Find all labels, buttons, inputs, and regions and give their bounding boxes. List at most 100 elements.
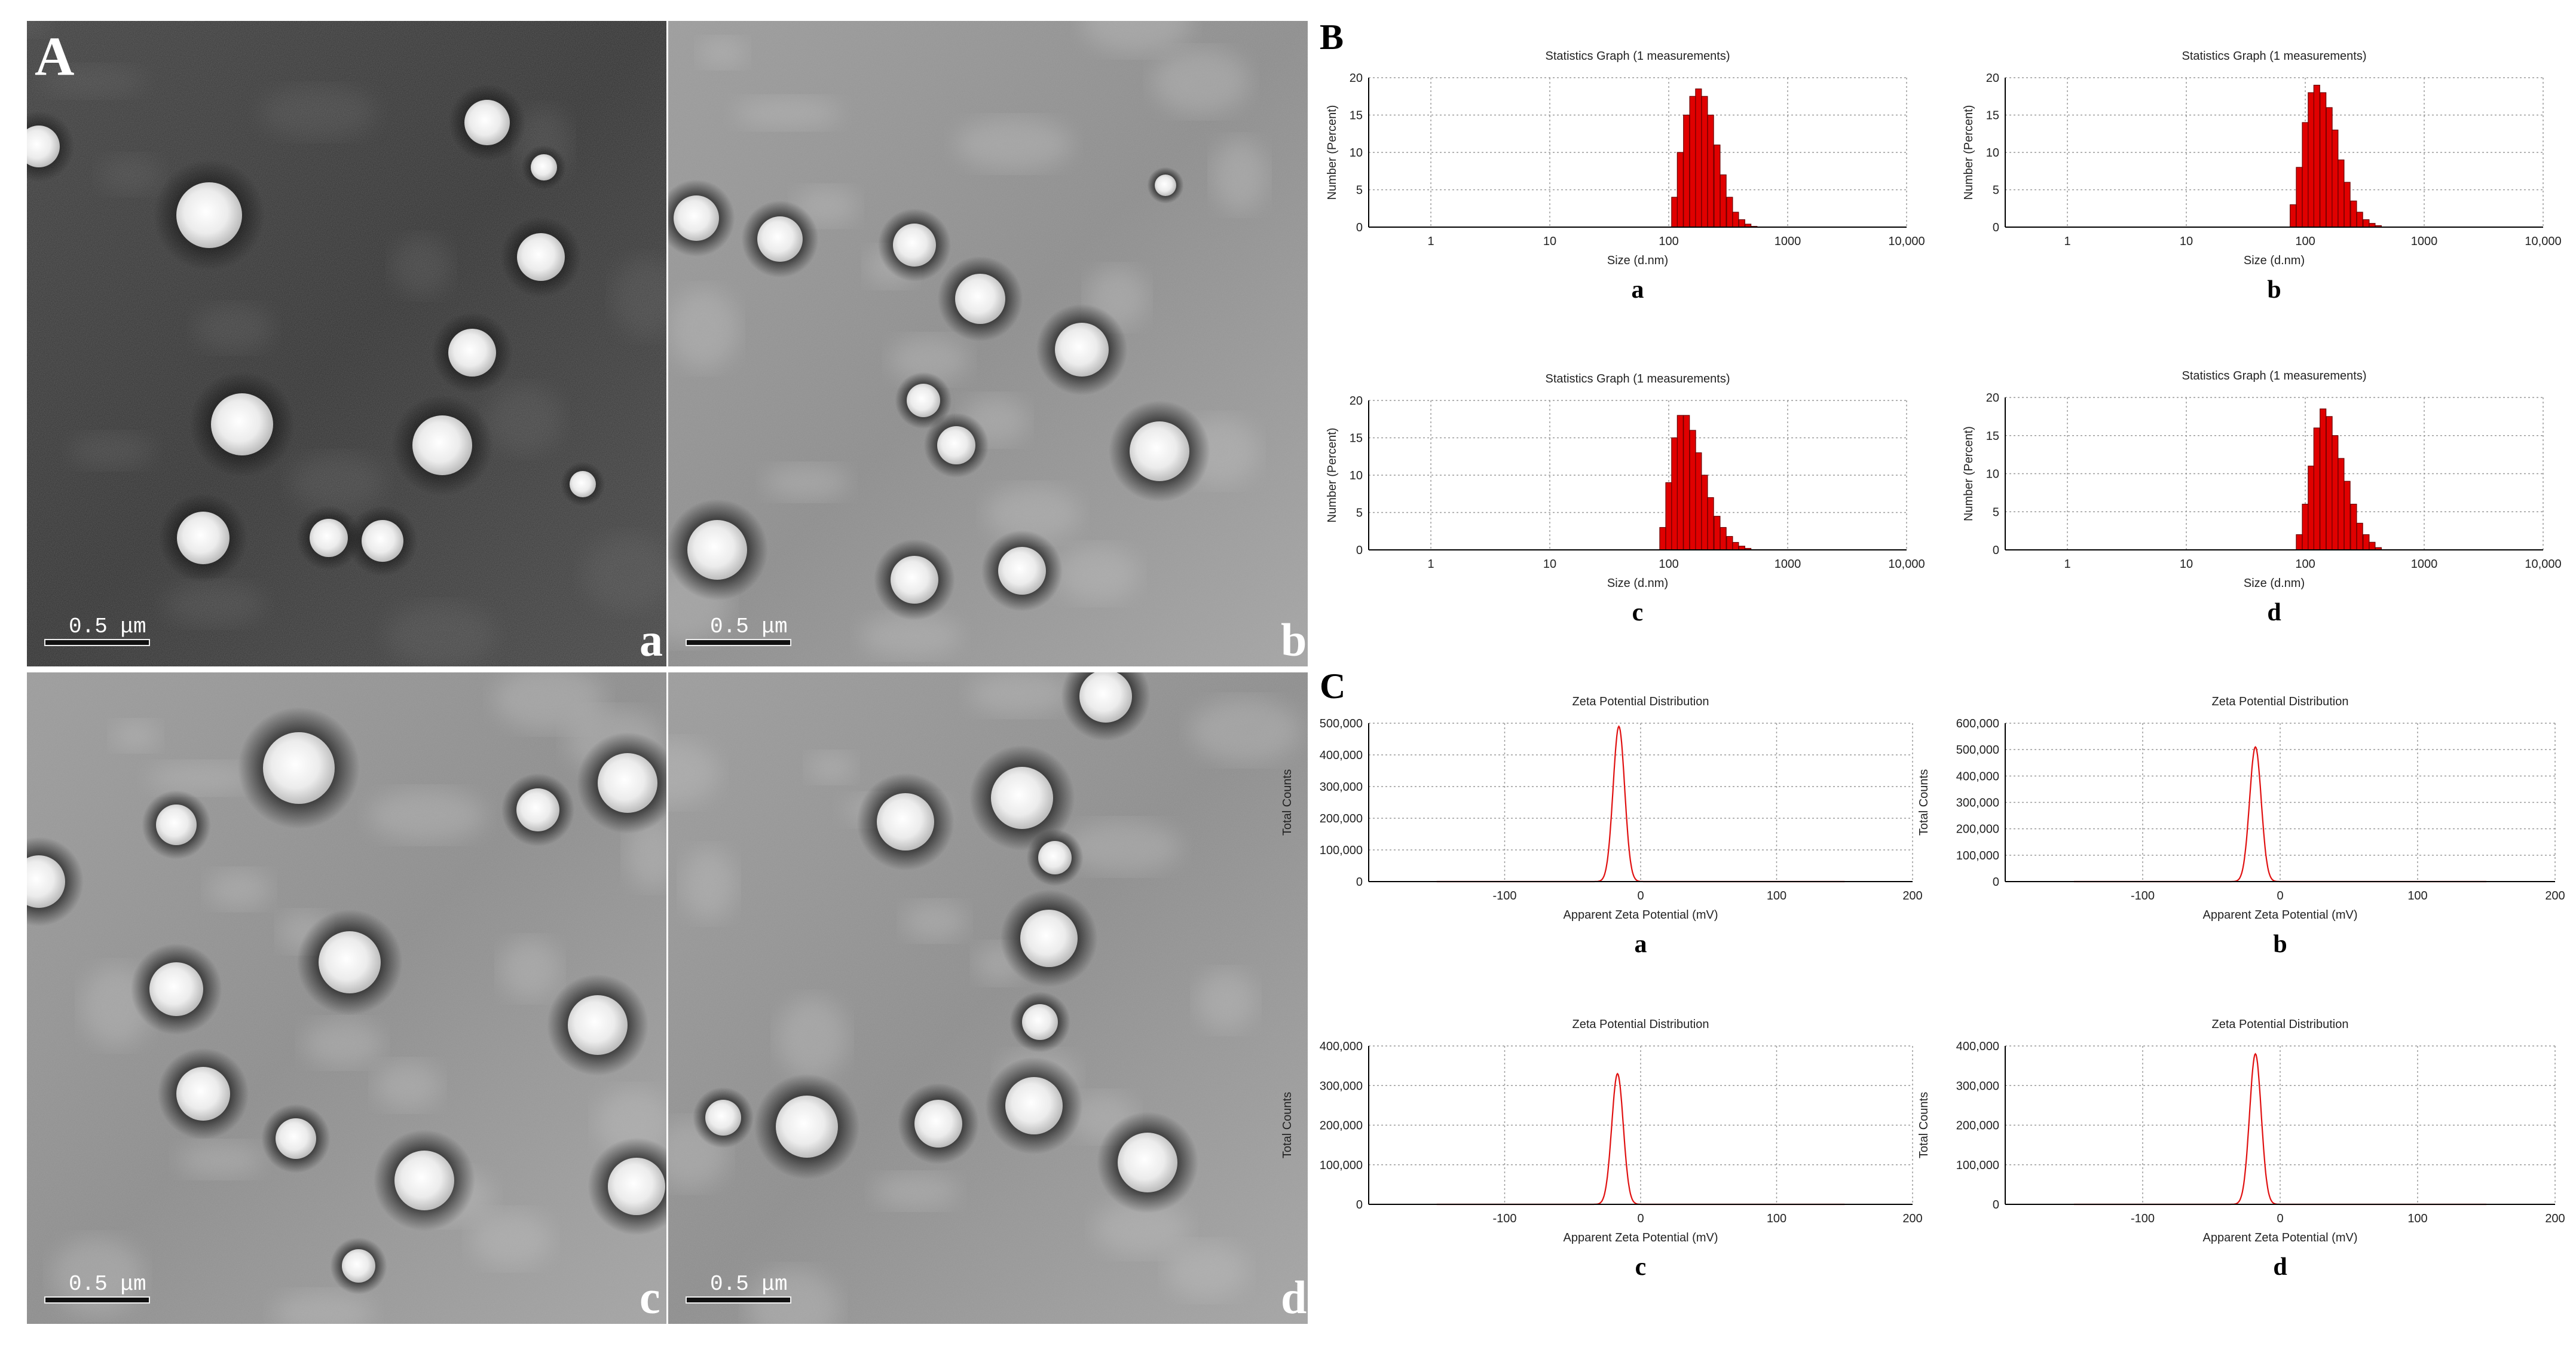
x-tick-label: 100 (2407, 1212, 2427, 1225)
x-tick-label: 100 (2407, 889, 2427, 903)
y-tick-label: 200,000 (1956, 1119, 1999, 1133)
bar (1738, 219, 1745, 228)
y-tick-label: 200,000 (1320, 812, 1363, 825)
x-axis-label: Apparent Zeta Potential (mV) (2202, 1231, 2357, 1244)
x-tick-label: 1000 (1775, 558, 1801, 571)
y-tick-label: 15 (1986, 109, 1999, 123)
scale-bar-label: 0.5 μm (710, 1272, 788, 1296)
tem-label-d: d (1281, 1271, 1307, 1323)
y-tick-label: 100,000 (1320, 1159, 1363, 1172)
bar (2363, 219, 2370, 228)
particle (176, 182, 242, 248)
particle (211, 393, 273, 455)
particle (1005, 1077, 1063, 1134)
bar (2320, 92, 2327, 228)
x-axis-label: Apparent Zeta Potential (mV) (1563, 908, 1718, 922)
scale-bar-label: 0.5 μm (69, 1272, 146, 1296)
y-tick-label: 20 (1350, 394, 1363, 408)
y-tick-label: 500,000 (1956, 744, 1999, 757)
y-tick-label: 0 (1356, 1198, 1363, 1212)
y-axis-label: Total Counts (1917, 1092, 1931, 1158)
x-tick-label: 0 (2277, 889, 2283, 903)
bar (1707, 114, 1714, 228)
y-axis-label: Number (Percent) (1962, 105, 1975, 200)
x-tick-label: 0 (2277, 1212, 2283, 1225)
y-axis-label: Number (Percent) (1962, 426, 1975, 521)
x-tick-label: 200 (2545, 889, 2565, 903)
x-tick-label: 100 (1767, 889, 1786, 903)
y-tick-label: 400,000 (1956, 770, 1999, 783)
chart-sublabel-b: b (2273, 931, 2287, 958)
particle (998, 547, 1046, 595)
x-tick-label: 0 (1637, 1212, 1644, 1225)
particle (448, 329, 496, 377)
x-tick-label: 100 (2295, 235, 2315, 248)
x-axis-label: Size (d.nm) (1607, 577, 1668, 590)
tem-image-d: 0.5 μm d (668, 672, 1308, 1324)
particle (1118, 1133, 1177, 1192)
particle (568, 995, 628, 1055)
particle (27, 855, 65, 908)
tem-label-b: b (1281, 614, 1307, 666)
x-tick-label: 200 (2545, 1212, 2565, 1225)
x-tick-label: 10,000 (2525, 235, 2561, 248)
charts: Statistics Graph (1 measurements)1 10 100 1… (1281, 50, 2565, 1281)
particle (319, 931, 381, 993)
bar (1689, 96, 1696, 228)
scale-bar (686, 639, 791, 646)
particle (177, 512, 230, 564)
chart-sublabel-a: a (1635, 931, 1647, 958)
chart-zeta-a: Zeta Potential Distribution -100 0 100 200 0 1… (1281, 695, 1923, 958)
particle (362, 520, 403, 562)
x-tick-label: 200 (1902, 1212, 1922, 1225)
tem-image-b: 0.5 μm b (668, 21, 1308, 666)
particle (907, 384, 940, 417)
y-tick-label: 0 (1993, 221, 1999, 234)
bar (2338, 159, 2345, 228)
chart-title: Statistics Graph (1 measurements) (1546, 372, 1730, 386)
bar (1720, 174, 1727, 228)
y-tick-label: 15 (1350, 109, 1363, 123)
bar (2356, 522, 2363, 550)
bar (2344, 481, 2351, 550)
x-tick-label: 100 (1659, 235, 1678, 248)
bar (2332, 129, 2339, 228)
bar (2326, 416, 2333, 550)
bar (2308, 466, 2315, 550)
particle (156, 804, 197, 845)
scale-bar (686, 1296, 791, 1304)
y-tick-label: 100,000 (1956, 1159, 1999, 1172)
y-tick-label: 300,000 (1320, 1079, 1363, 1093)
x-tick-label: 100 (2295, 558, 2315, 571)
y-tick-label: 300,000 (1956, 1079, 1999, 1093)
y-tick-label: 10 (1350, 469, 1363, 482)
x-tick-label: 10,000 (1888, 558, 1925, 571)
y-tick-label: 20 (1986, 72, 1999, 85)
bar (2308, 92, 2315, 228)
particle (776, 1096, 838, 1158)
bar (1714, 516, 1721, 550)
bar (1726, 536, 1733, 550)
y-tick-label: 400,000 (1320, 1040, 1363, 1053)
x-axis-label: Apparent Zeta Potential (mV) (1563, 1231, 1718, 1244)
particle (570, 471, 596, 497)
particle (412, 415, 472, 475)
tem-label-c: c (640, 1271, 660, 1323)
scale-bar (44, 1296, 150, 1304)
bar (1732, 542, 1739, 550)
y-tick-label: 0 (1993, 1198, 1999, 1212)
bar (1720, 527, 1727, 550)
y-tick-label: 200,000 (1320, 1119, 1363, 1133)
x-tick-label: 1000 (1775, 235, 1801, 248)
chart-title: Zeta Potential Distribution (1572, 1018, 1709, 1031)
bar (2296, 534, 2303, 550)
particle (937, 426, 975, 464)
particle (531, 154, 557, 181)
y-tick-label: 300,000 (1320, 781, 1363, 794)
panel-label-a: A (35, 26, 74, 87)
bar (1665, 482, 1672, 550)
bar (1676, 152, 1684, 228)
x-tick-label: 10 (2180, 558, 2193, 571)
y-tick-label: 100,000 (1956, 849, 1999, 862)
particle (464, 100, 510, 145)
